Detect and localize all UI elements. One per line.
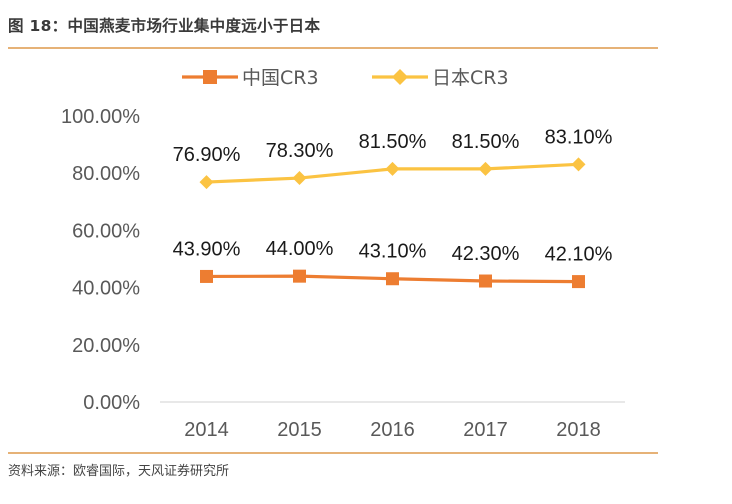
data-point	[572, 275, 585, 289]
data-label: 81.50%	[452, 131, 520, 153]
y-tick-label: 0.00%	[83, 392, 140, 414]
data-label: 44.00%	[266, 238, 334, 260]
title-divider	[8, 47, 658, 49]
x-tick-label: 2015	[277, 419, 322, 441]
data-point	[199, 175, 214, 190]
y-tick-label: 40.00%	[72, 278, 140, 300]
data-labels: 43.90% 44.00% 43.10% 42.30% 42.10% 76.90% 78.3…	[173, 126, 613, 265]
data-label: 42.10%	[545, 244, 613, 266]
legend-marker	[203, 70, 217, 84]
legend-label: 中国CR3	[242, 67, 319, 89]
data-label: 78.30%	[266, 140, 334, 162]
data-point	[200, 269, 213, 283]
figure-title: 图 18：中国燕麦市场行业集中度远小于日本	[8, 17, 321, 35]
data-point	[293, 269, 306, 283]
source-note: 资料来源：欧睿国际，天风证券研究所	[8, 464, 230, 479]
legend-label: 日本CR3	[432, 67, 509, 89]
data-point	[385, 161, 400, 176]
data-point	[571, 157, 586, 172]
y-tick-label: 60.00%	[72, 220, 140, 242]
source-divider	[8, 452, 658, 454]
data-label: 43.10%	[359, 241, 427, 263]
data-point	[386, 272, 399, 286]
x-tick-label: 2018	[556, 419, 601, 441]
y-axis: 0.00% 20.00% 40.00% 60.00% 80.00% 100.00%	[61, 106, 140, 414]
y-tick-label: 20.00%	[72, 335, 140, 357]
y-tick-label: 80.00%	[72, 163, 140, 185]
data-label: 43.90%	[173, 238, 241, 260]
legend-marker	[392, 69, 408, 85]
data-point	[478, 161, 493, 176]
chart-legend: 中国CR3 日本CR3	[182, 67, 509, 89]
data-label: 42.30%	[452, 243, 520, 265]
x-axis: 2014 2015 2016 2017 2018	[160, 401, 625, 441]
x-tick-label: 2016	[370, 419, 415, 441]
data-point	[292, 171, 307, 186]
chart-series	[199, 157, 586, 289]
x-tick-label: 2017	[463, 419, 508, 441]
data-point	[479, 274, 492, 288]
data-label: 83.10%	[545, 126, 613, 148]
y-tick-label: 100.00%	[61, 106, 140, 128]
data-label: 76.90%	[173, 144, 241, 166]
data-label: 81.50%	[359, 131, 427, 153]
x-tick-label: 2014	[184, 419, 229, 441]
